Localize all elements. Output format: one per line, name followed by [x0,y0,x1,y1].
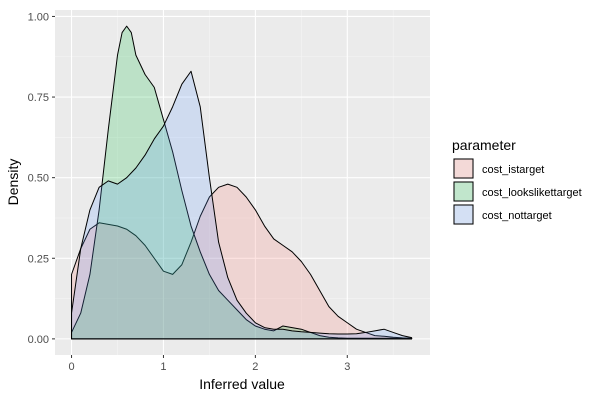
legend-label-cost_nottarget: cost_nottarget [482,210,552,222]
y-axis: 0.00 0.25 0.50 0.75 1.00 [28,11,55,346]
density-area-cost_lookslikettarget [71,25,413,340]
major-gridlines [55,10,430,355]
density-area-cost_istarget [71,183,413,340]
legend: parameter cost_istarget cost_looksliketta… [452,137,582,225]
legend-key-background [453,158,474,179]
legend-swatch-cost_nottarget [453,204,474,225]
legend-title: parameter [452,137,516,153]
x-axis-title: Inferred value [199,376,285,392]
x-tick-label: 3 [344,361,350,373]
x-axis: 0 1 2 3 [68,355,350,373]
legend-swatch-cost_lookslikettarget [453,181,474,202]
legend-label-cost_lookslikettarget: cost_lookslikettarget [482,187,582,199]
legend-key-background [453,181,474,202]
legend-label-cost_istarget: cost_istarget [482,164,544,176]
y-tick-label: 0.50 [28,173,49,185]
y-tick-label: 0.25 [28,253,49,265]
density-area-cost_nottarget [71,70,413,340]
x-tick-label: 2 [252,361,258,373]
x-tick-label: 1 [160,361,166,373]
y-axis-title: Density [5,159,21,206]
y-tick-label: 1.00 [28,11,49,23]
y-tick-label: 0.00 [28,334,49,346]
x-tick-label: 0 [68,361,74,373]
y-tick-label: 0.75 [28,92,49,104]
legend-key-background [453,204,474,225]
density-areas [71,25,413,340]
legend-swatch-cost_istarget [453,158,474,179]
